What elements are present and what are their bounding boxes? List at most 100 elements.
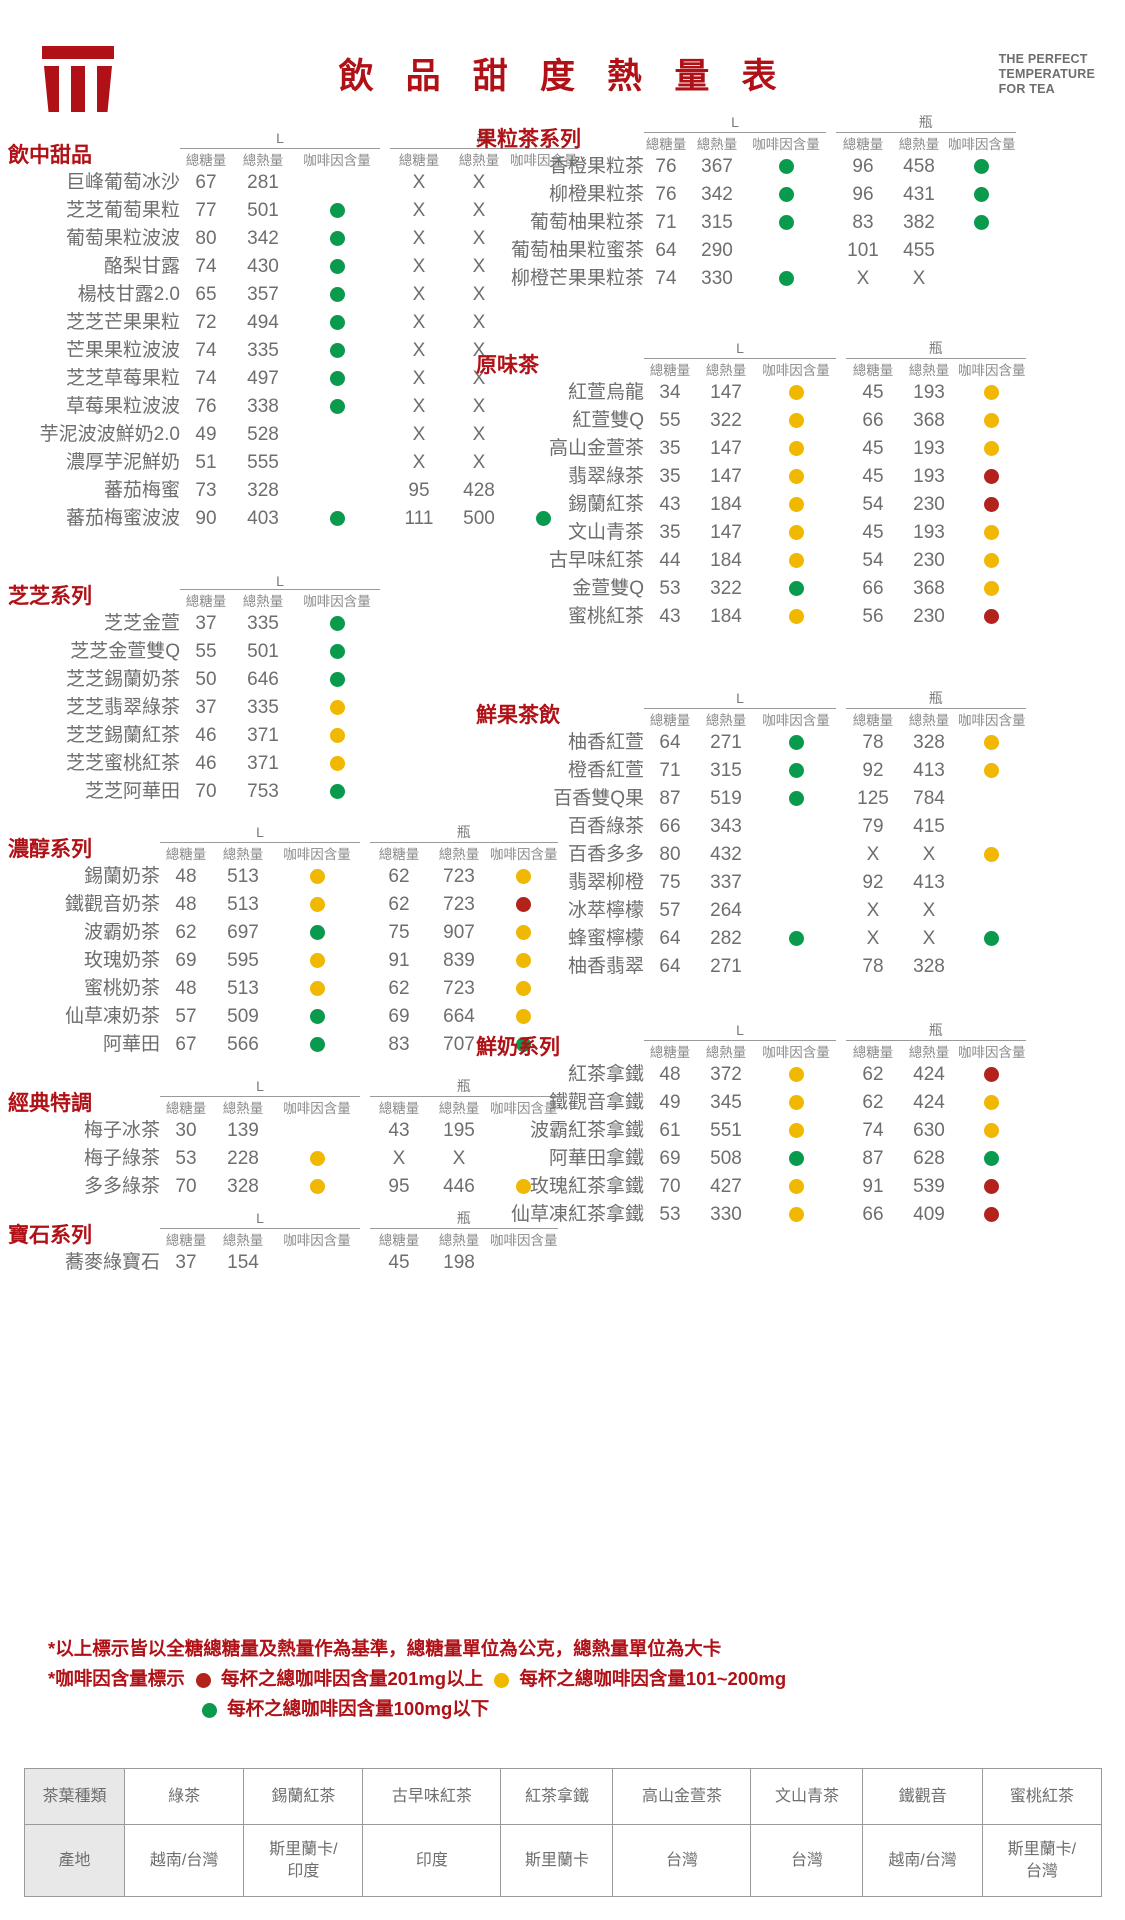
section-title: 原味茶 (476, 352, 539, 377)
table-row: 玫瑰紅茶拿鐵 70 427 91 539 (476, 1173, 1026, 1201)
value-l-sugar: 49 (659, 1092, 681, 1113)
value-bottle-sugar: 83 (388, 1034, 410, 1055)
row-spacer (836, 491, 846, 519)
caffeine-indicator-l (294, 197, 380, 225)
group-spacer (360, 1208, 370, 1249)
drink-name: 蜂蜜檸檬 (567, 928, 644, 949)
col-head-l-sugar: 總糖量 (160, 1096, 212, 1117)
caffeine-dot-icon (984, 763, 1000, 779)
group-spacer (360, 1076, 370, 1117)
caffeine-dot-icon (329, 700, 345, 716)
row-spacer (360, 947, 370, 975)
value-l-sugar: 74 (655, 268, 677, 289)
col-head-l-calories: 總熱量 (232, 148, 294, 169)
row-spacer (836, 463, 846, 491)
group-spacer (380, 128, 390, 169)
col-head-bottle-calories: 總熱量 (428, 842, 490, 863)
value-l-sugar: 55 (659, 410, 681, 431)
caffeine-indicator-bottle (958, 1201, 1026, 1229)
value-bottle-calories: 230 (913, 550, 945, 571)
col-head-l-calories: 總熱量 (232, 589, 294, 610)
value-bottle-calories: 230 (913, 606, 945, 627)
caffeine-dot-icon (788, 1067, 804, 1083)
value-l-calories: 290 (701, 240, 733, 261)
caffeine-dot-icon (329, 287, 345, 303)
table-row: 蕃茄梅蜜 73 328 95 428 (8, 477, 578, 505)
value-bottle-calories: 500 (463, 508, 495, 529)
caffeine-dot-icon (516, 1009, 532, 1025)
col-head-l-sugar: 總糖量 (644, 1040, 696, 1061)
caffeine-indicator-l (294, 694, 380, 722)
value-bottle-calories: 409 (913, 1204, 945, 1225)
caffeine-indicator-bottle (490, 891, 558, 919)
caffeine-indicator-l (274, 891, 360, 919)
caffeine-indicator-l (274, 975, 360, 1003)
value-l-sugar: 74 (195, 340, 217, 361)
caffeine-indicator-bottle (958, 463, 1026, 491)
table-row: 葡萄柚果粒茶 71 315 83 382 (476, 209, 1016, 237)
group-label-bottle: 瓶 (836, 112, 1016, 133)
section-title-cell: 飲中甜品 (8, 128, 180, 169)
col-head-l-sugar: 總糖量 (644, 358, 696, 379)
row-spacer (826, 237, 836, 265)
value-l-sugar: 64 (655, 240, 677, 261)
value-bottle-sugar: 78 (862, 732, 884, 753)
origin-origin-cell: 台灣 (750, 1824, 864, 1897)
caffeine-dot-icon (516, 981, 532, 997)
group-header-row: 經典特調 L 瓶 (8, 1076, 558, 1115)
caffeine-indicator-l (756, 1173, 836, 1201)
table-row: 冰萃檸檬 57 264 X X (476, 897, 1026, 925)
caffeine-indicator-bottle (958, 953, 1026, 981)
value-bottle-sugar: 45 (862, 466, 884, 487)
value-l-sugar: 46 (195, 753, 217, 774)
value-bottle-calories: 368 (913, 578, 945, 599)
caffeine-indicator-l (756, 1145, 836, 1173)
caffeine-indicator-bottle (958, 1145, 1026, 1173)
value-bottle-sugar: 45 (388, 1252, 410, 1273)
drink-name: 蜜桃奶茶 (83, 978, 160, 999)
caffeine-indicator-l (294, 750, 380, 778)
value-l-sugar: 51 (195, 452, 217, 473)
row-spacer (380, 449, 390, 477)
value-bottle-calories: X (472, 284, 486, 305)
table-row: 柚香紅萱 64 271 78 328 (476, 729, 1026, 757)
caffeine-indicator-bottle (958, 547, 1026, 575)
caffeine-dot-icon (309, 1009, 325, 1025)
caffeine-dot-icon (309, 897, 325, 913)
value-l-calories: 501 (247, 200, 279, 221)
table-row: 古早味紅茶 44 184 54 230 (476, 547, 1026, 575)
value-bottle-calories: X (472, 368, 486, 389)
value-l-sugar: 77 (195, 200, 217, 221)
table-row: 芝芝蜜桃紅茶 46 371 (8, 750, 380, 778)
value-l-calories: 343 (710, 816, 742, 837)
value-bottle-calories: X (472, 312, 486, 333)
caffeine-indicator-bottle (958, 519, 1026, 547)
value-l-sugar: 57 (175, 1006, 197, 1027)
value-l-calories: 342 (247, 228, 279, 249)
value-bottle-calories: 428 (463, 480, 495, 501)
drink-name: 金萱雙Q (572, 578, 644, 599)
row-spacer (360, 1031, 370, 1059)
drink-name: 錫蘭紅茶 (567, 494, 644, 515)
value-l-calories: 497 (247, 368, 279, 389)
caffeine-dot-icon (516, 869, 532, 885)
tea-origin-table: 茶葉種類 綠茶 錫蘭紅茶 古早味紅茶 紅茶拿鐵 高山金萱茶 文山青茶 鐵觀音 蜜桃紅茶 產地 越南/… (24, 1768, 1103, 1897)
col-head-l-sugar: 總糖量 (644, 708, 696, 729)
caffeine-indicator-l (756, 1117, 836, 1145)
section-gem: 寶石系列 L 瓶總糖量 總熱量 咖啡因含量 總糖量 總熱量 咖啡因含量 蕎麥綠寶石 37 154 45… (8, 1208, 558, 1277)
table-row: 芝芝錫蘭奶茶 50 646 (8, 666, 380, 694)
value-l-sugar: 37 (175, 1252, 197, 1273)
table-row: 柚香翡翠 64 271 78 328 (476, 953, 1026, 981)
drink-name: 古早味紅茶 (548, 550, 644, 571)
caffeine-dot-icon (788, 581, 804, 597)
col-head-l-sugar: 總糖量 (180, 148, 232, 169)
caffeine-dot-icon (329, 343, 345, 359)
value-bottle-calories: 723 (443, 978, 475, 999)
value-bottle-sugar: 66 (862, 410, 884, 431)
value-bottle-calories: 195 (443, 1120, 475, 1141)
caffeine-dot-icon (329, 315, 345, 331)
value-bottle-calories: 193 (913, 382, 945, 403)
value-bottle-sugar: X (392, 1148, 406, 1169)
group-label-large: L (644, 112, 826, 133)
origin-tea-type-cell: 紅茶拿鐵 (500, 1768, 614, 1825)
